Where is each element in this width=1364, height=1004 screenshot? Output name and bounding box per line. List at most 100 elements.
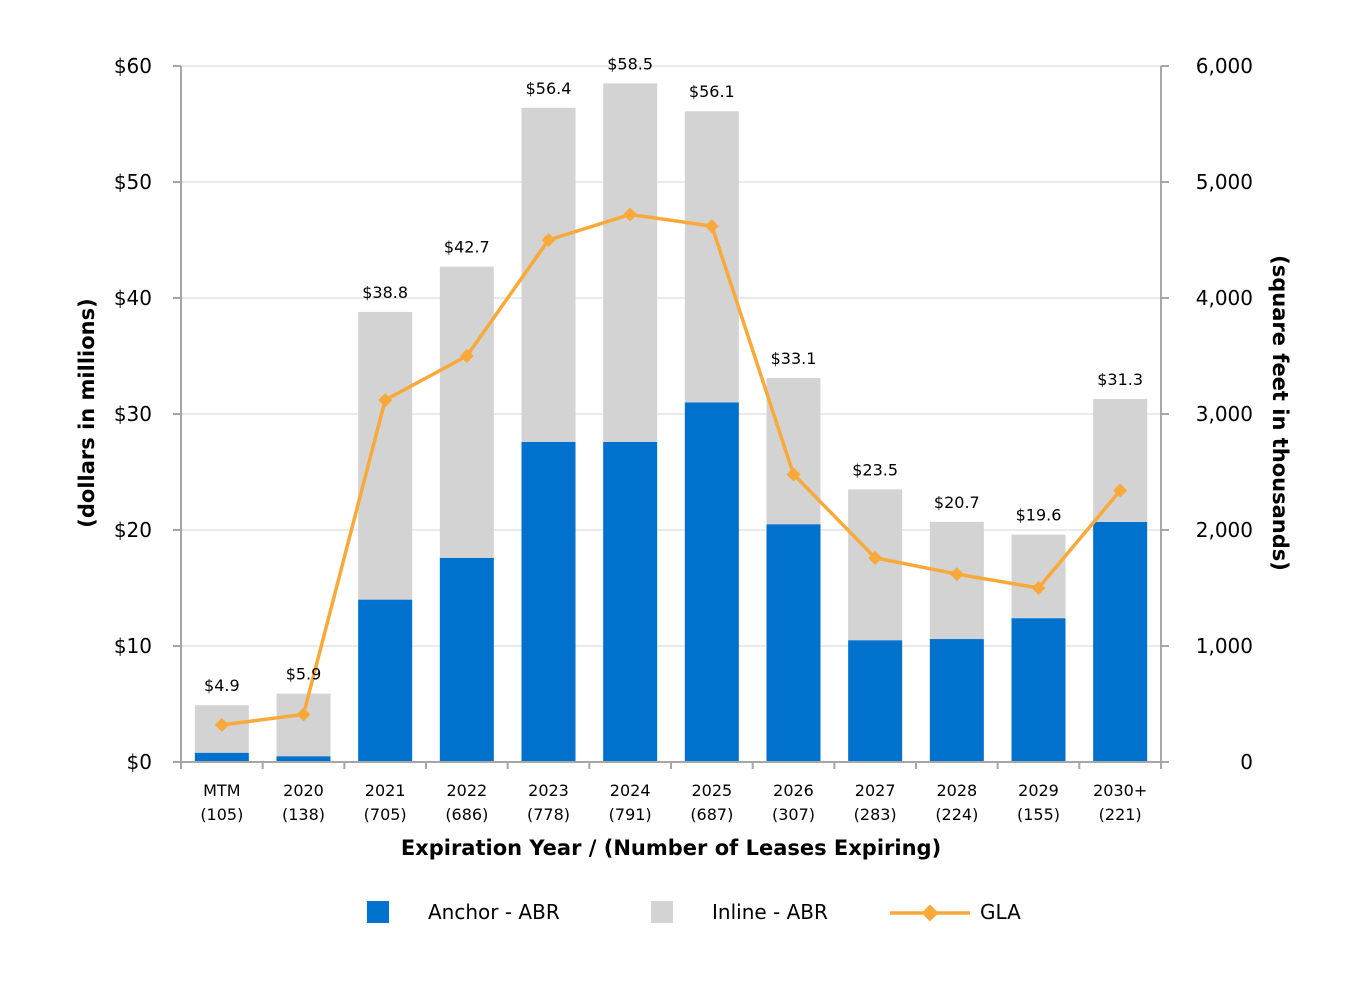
x-tick-sublabel: (224) — [935, 805, 978, 824]
bar-total-label: $38.8 — [362, 283, 408, 302]
y-tick-label: $20 — [114, 518, 152, 542]
bar-inline-abr — [521, 107, 576, 442]
gla-point-marker — [541, 233, 556, 247]
y2-tick-label: 0 — [1240, 750, 1253, 774]
x-tick-label: 2021 — [365, 781, 406, 800]
bar-total-label: $33.1 — [771, 349, 817, 368]
bar-anchor-abr — [521, 441, 576, 762]
gla-series-line — [221, 212, 1122, 727]
bar-total-label: $56.1 — [689, 82, 735, 101]
x-tick-label: 2029 — [1018, 781, 1059, 800]
bar-anchor-abr — [276, 756, 331, 762]
y-tick-label: $10 — [114, 634, 152, 658]
x-tick-sublabel: (791) — [609, 805, 652, 824]
y-tick-label: $50 — [114, 170, 152, 194]
x-tick-label: MTM — [203, 781, 240, 800]
bar-inline-abr — [276, 693, 331, 757]
x-tick-sublabel: (221) — [1099, 805, 1142, 824]
legend: Anchor - ABR Inline - ABR GLA — [367, 900, 1021, 924]
bar-total-label: $42.7 — [444, 238, 490, 257]
x-tick-label: 2028 — [936, 781, 977, 800]
y2-tick-label: 6,000 — [1196, 54, 1253, 78]
legend-swatch-inline — [651, 901, 673, 923]
y-tick-label: $60 — [114, 54, 152, 78]
y-tick-label: $30 — [114, 402, 152, 426]
gla-point-marker — [868, 550, 883, 565]
x-tick-sublabel: (687) — [690, 805, 733, 824]
bar-total-label: $19.6 — [1016, 506, 1062, 525]
x-tick-label: 2022 — [446, 781, 487, 800]
x-axis-title: Expiration Year / (Number of Leases Expi… — [401, 836, 941, 860]
labels: $0 $10 $20 $30 $40 $50 $60 0 1,000 2,000 3,000 4,00… — [114, 54, 1253, 824]
bar-inline-abr — [358, 311, 413, 600]
y2-tick-label: 5,000 — [1196, 170, 1253, 194]
gla-point-marker — [378, 393, 393, 408]
gla-point-marker — [1113, 483, 1128, 498]
y2-tick-label: 2,000 — [1196, 518, 1253, 542]
gridlines — [181, 65, 1161, 647]
bar-total-label: $5.9 — [286, 665, 322, 684]
x-tick-sublabel: (705) — [364, 805, 407, 824]
bar-anchor-abr — [603, 441, 658, 762]
gla-point-marker — [214, 717, 229, 732]
bar-inline-abr — [1093, 398, 1148, 522]
gla-point-marker — [623, 207, 638, 222]
bar-inline-abr — [684, 111, 739, 403]
x-tick-label: 2023 — [528, 781, 569, 800]
bar-anchor-abr — [194, 752, 249, 762]
x-tick-sublabel: (283) — [854, 805, 897, 824]
x-tick-label: 2025 — [691, 781, 732, 800]
bar-total-label: $4.9 — [204, 676, 240, 695]
x-tick-sublabel: (105) — [200, 805, 243, 824]
y2-tick-label: 3,000 — [1196, 402, 1253, 426]
bar-inline-abr — [1011, 534, 1066, 619]
bar-anchor-abr — [1093, 521, 1148, 762]
bar-anchor-abr — [929, 639, 984, 762]
x-tick-label: 2026 — [773, 781, 814, 800]
gla-point-marker — [1031, 581, 1046, 595]
x-tick-label: 2030+ — [1093, 781, 1147, 800]
x-tick-label: 2027 — [855, 781, 896, 800]
bar-total-label: $23.5 — [852, 460, 898, 479]
x-tick-sublabel: (307) — [772, 805, 815, 824]
x-tick-sublabel: (138) — [282, 805, 325, 824]
x-tick-sublabel: (686) — [445, 805, 488, 824]
bar-anchor-abr — [1011, 618, 1066, 762]
bar-inline-abr — [439, 266, 494, 558]
bar-total-label: $58.5 — [607, 54, 653, 73]
y-tick-label: $0 — [127, 750, 152, 774]
gla-point-marker — [786, 467, 801, 482]
y-tick-label: $40 — [114, 286, 152, 310]
bar-inline-abr — [766, 378, 821, 525]
legend-swatch-anchor — [367, 901, 389, 923]
bar-anchor-abr — [439, 557, 494, 762]
y2-axis-title: (square feet in thousands) — [1268, 255, 1292, 571]
bar-anchor-abr — [684, 402, 739, 762]
y2-tick-label: 1,000 — [1196, 634, 1253, 658]
axes — [173, 65, 1169, 769]
bar-total-label: $31.3 — [1097, 370, 1143, 389]
y2-tick-label: 4,000 — [1196, 286, 1253, 310]
legend-label-anchor: Anchor - ABR — [428, 900, 560, 924]
bar-total-label: $20.7 — [934, 493, 980, 512]
x-tick-label: 2024 — [610, 781, 651, 800]
bar-inline-abr — [603, 83, 658, 442]
gla-point-marker — [949, 567, 964, 582]
y-axis-title: (dollars in millions) — [75, 298, 99, 527]
x-tick-sublabel: (155) — [1017, 805, 1060, 824]
bar-anchor-abr — [848, 640, 903, 762]
bar-anchor-abr — [358, 599, 413, 762]
gla-point-marker — [459, 349, 474, 363]
legend-swatch-gla-marker — [921, 904, 939, 922]
gla-point-marker — [704, 219, 719, 234]
x-tick-sublabel: (778) — [527, 805, 570, 824]
bar-anchor-abr — [766, 524, 821, 762]
bars — [194, 83, 1148, 762]
legend-label-inline: Inline - ABR — [712, 900, 828, 924]
gla-line — [214, 207, 1128, 732]
gla-point-marker — [296, 707, 311, 722]
legend-label-gla: GLA — [980, 900, 1021, 924]
bar-total-label: $56.4 — [526, 79, 572, 98]
